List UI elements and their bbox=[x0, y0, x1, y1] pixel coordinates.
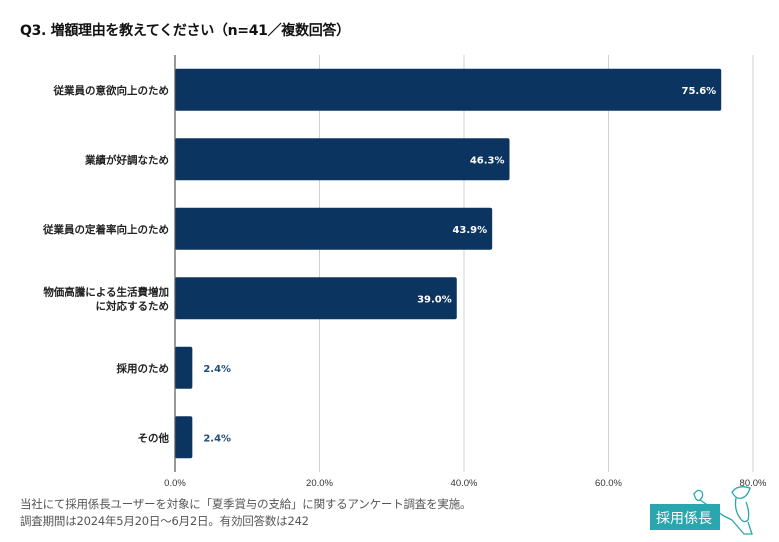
footer-line-2: 調査期間は2024年5月20日～6月2日。有効回答数は242 bbox=[20, 514, 309, 528]
footer-note: 当社にて採用係長ユーザーを対象に「夏季賞与の支給」に関するアンケート調査を実施。… bbox=[20, 496, 472, 530]
data-label: 2.4% bbox=[203, 433, 231, 444]
bar bbox=[175, 346, 193, 389]
logo-text: 採用係長 bbox=[656, 511, 712, 527]
logo-banner bbox=[650, 504, 720, 530]
category-label: 採用のため bbox=[117, 362, 170, 375]
category-label: 業績が好調なため bbox=[84, 153, 169, 166]
footer-line-1: 当社にて採用係長ユーザーを対象に「夏季賞与の支給」に関するアンケート調査を実施。 bbox=[20, 497, 472, 511]
category-label: に対応するため bbox=[96, 299, 170, 312]
bar bbox=[175, 138, 510, 181]
x-tick-label: 0.0% bbox=[164, 478, 186, 489]
category-label: 物価高騰による生活費増加 bbox=[43, 285, 169, 298]
x-tick-label: 80.0% bbox=[740, 478, 767, 489]
bar bbox=[175, 68, 722, 111]
data-label: 75.6% bbox=[682, 86, 717, 97]
bar bbox=[175, 207, 493, 250]
bar bbox=[175, 277, 457, 320]
category-label: 従業員の定着率向上のため bbox=[42, 223, 169, 236]
logo-mascot-icon: 採用係長 bbox=[650, 486, 753, 535]
logo: 採用係長 bbox=[648, 482, 760, 538]
x-tick-label: 60.0% bbox=[595, 478, 622, 489]
x-tick-label: 40.0% bbox=[451, 478, 478, 489]
chart-title: Q3. 増額理由を教えてください（n=41／複数回答） bbox=[20, 23, 350, 39]
data-label: 46.3% bbox=[470, 155, 505, 166]
category-label: 従業員の意欲向上のため bbox=[53, 84, 170, 97]
data-label: 2.4% bbox=[203, 364, 231, 375]
x-tick-label: 20.0% bbox=[306, 478, 333, 489]
data-label: 39.0% bbox=[417, 294, 452, 305]
category-label: その他 bbox=[138, 431, 170, 444]
bar bbox=[175, 416, 193, 459]
data-label: 43.9% bbox=[452, 225, 487, 236]
